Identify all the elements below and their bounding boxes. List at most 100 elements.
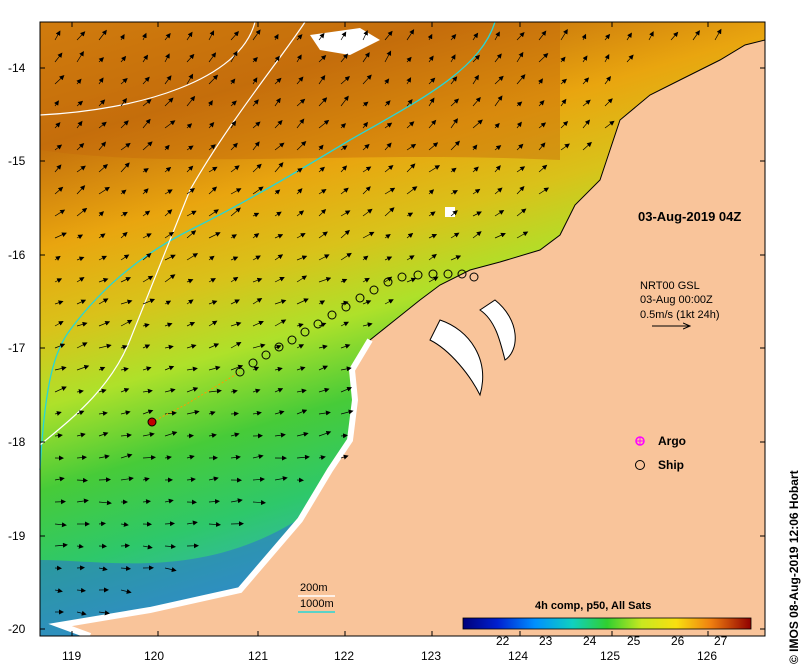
current-arrow-icon (164, 344, 174, 350)
current-arrow-icon (428, 165, 441, 173)
current-arrow-icon (362, 166, 372, 173)
current-arrow-icon (120, 543, 130, 549)
current-arrow-icon (208, 300, 218, 305)
colorbar-title: 4h comp, p50, All Sats (535, 600, 651, 612)
current-arrow-icon (76, 410, 85, 416)
y-tick-label: -15 (8, 154, 26, 168)
current-arrow-icon (406, 56, 412, 63)
current-arrow-icon (98, 410, 108, 416)
current-arrow-icon (340, 386, 353, 393)
depth-1000-label: 1000m (300, 598, 334, 610)
current-arrow-icon (274, 211, 282, 217)
current-arrow-icon (142, 99, 152, 107)
current-arrow-icon (186, 366, 198, 372)
colorbar-tick: 23 (539, 634, 553, 648)
current-vectors (54, 28, 722, 616)
ship-position-marker (469, 272, 479, 282)
current-arrow-icon (450, 210, 458, 217)
current-arrow-icon (54, 255, 61, 261)
current-arrow-icon (428, 97, 435, 107)
current-arrow-icon (296, 34, 303, 41)
current-arrow-icon (230, 432, 240, 438)
current-arrow-icon (164, 120, 176, 129)
current-arrow-icon (98, 366, 106, 372)
current-arrow-icon (340, 31, 347, 41)
current-arrow-icon (516, 185, 525, 195)
current-arrow-icon (164, 166, 172, 173)
current-arrow-icon (98, 431, 109, 437)
current-arrow-icon (428, 189, 435, 195)
estuary (429, 319, 484, 397)
current-arrow-icon (406, 186, 418, 195)
current-arrow-icon (428, 211, 436, 217)
current-arrow-icon (164, 567, 177, 573)
current-arrow-icon (76, 389, 84, 395)
current-arrow-icon (208, 522, 221, 528)
current-arrow-icon (208, 232, 221, 239)
current-scale-label: 0.5m/s (1kt 24h) (640, 309, 719, 321)
x-tick-label: 124 (508, 649, 528, 663)
current-arrow-icon (120, 211, 128, 217)
current-arrow-icon (274, 254, 284, 261)
current-arrow-icon (340, 252, 352, 261)
current-arrow-icon (296, 233, 306, 239)
current-arrow-icon (98, 164, 108, 173)
current-arrow-icon (626, 32, 632, 41)
current-arrow-icon (252, 212, 260, 218)
current-arrow-icon (494, 53, 502, 63)
current-arrow-icon (362, 143, 370, 151)
current-arrow-icon (472, 166, 479, 173)
current-arrow-icon (472, 119, 483, 129)
current-arrow-icon (98, 454, 110, 460)
current-arrow-icon (54, 386, 67, 393)
current-arrow-icon (318, 74, 326, 85)
current-arrow-icon (76, 610, 87, 616)
current-arrow-icon (252, 77, 258, 85)
current-arrow-icon (98, 477, 111, 483)
current-arrow-icon (560, 56, 566, 63)
warm-water-band (40, 22, 560, 160)
current-arrow-icon (472, 96, 481, 107)
current-arrow-icon (252, 29, 261, 41)
current-arrow-icon (406, 277, 417, 283)
current-arrow-icon (164, 97, 174, 107)
current-arrow-icon (494, 187, 503, 195)
current-arrow-icon (208, 343, 220, 349)
colorbar-tick: 26 (671, 634, 685, 648)
current-arrow-icon (76, 543, 84, 549)
current-arrow-icon (472, 32, 479, 41)
current-arrow-icon (516, 74, 526, 85)
current-arrow-icon (142, 366, 152, 372)
current-arrow-icon (164, 300, 172, 306)
current-arrow-icon (582, 119, 591, 129)
current-arrow-icon (252, 410, 262, 416)
current-arrow-icon (76, 185, 86, 195)
current-arrow-icon (164, 254, 176, 261)
current-arrow-icon (164, 498, 174, 504)
current-arrow-icon (450, 54, 456, 63)
current-arrow-icon (230, 299, 240, 305)
current-arrow-icon (318, 97, 328, 107)
current-arrow-icon (516, 31, 525, 41)
ship-position-marker (327, 310, 337, 320)
current-arrow-icon (274, 55, 280, 63)
current-arrow-icon (186, 299, 194, 305)
current-arrow-icon (274, 344, 282, 350)
current-arrow-icon (230, 454, 241, 460)
current-arrow-icon (516, 231, 529, 239)
current-arrow-icon (318, 119, 330, 129)
current-arrow-icon (428, 55, 434, 63)
current-arrow-icon (362, 74, 372, 85)
current-arrow-icon (164, 455, 172, 461)
current-arrow-icon (186, 210, 197, 217)
current-arrow-icon (208, 52, 217, 63)
current-arrow-icon (406, 255, 415, 261)
current-arrow-icon (318, 387, 330, 393)
current-arrow-icon (76, 432, 86, 438)
current-arrow-icon (450, 34, 457, 41)
current-arrow-icon (450, 140, 460, 151)
current-arrow-icon (186, 409, 200, 415)
current-arrow-icon (54, 52, 63, 63)
current-arrow-icon (384, 122, 393, 129)
ship-position-marker (313, 319, 323, 329)
